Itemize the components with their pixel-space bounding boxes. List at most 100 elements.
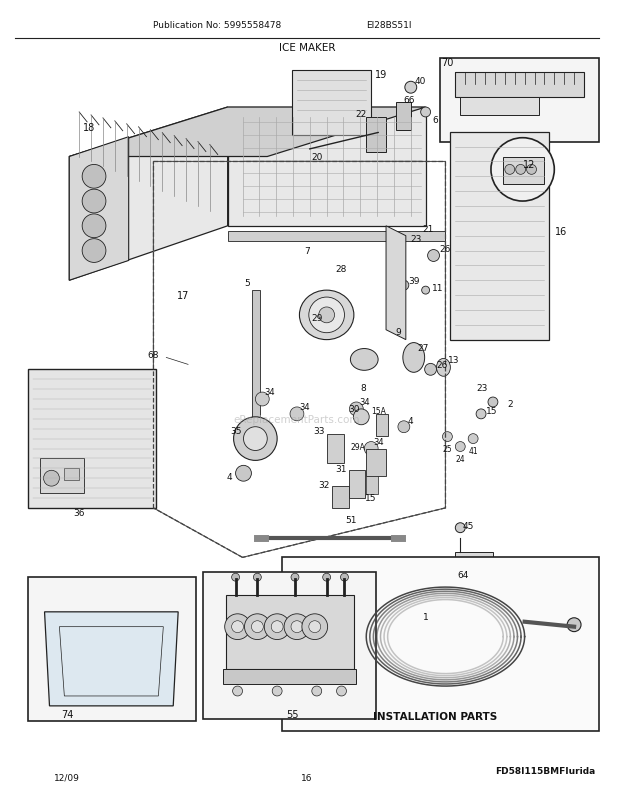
Circle shape xyxy=(505,165,515,175)
Circle shape xyxy=(421,108,430,118)
Text: 55: 55 xyxy=(286,709,298,719)
Text: 26: 26 xyxy=(440,245,451,253)
Circle shape xyxy=(234,417,277,461)
Text: 34: 34 xyxy=(264,387,275,396)
Text: 4: 4 xyxy=(408,417,414,426)
Text: 4: 4 xyxy=(227,472,232,481)
Circle shape xyxy=(255,393,269,407)
Circle shape xyxy=(82,239,106,263)
Circle shape xyxy=(322,573,330,581)
Text: 34: 34 xyxy=(359,398,370,407)
Circle shape xyxy=(491,139,554,202)
Circle shape xyxy=(516,165,526,175)
Bar xyxy=(396,103,411,131)
Text: 18: 18 xyxy=(83,123,95,132)
Text: 1: 1 xyxy=(423,613,428,622)
Text: 8: 8 xyxy=(360,383,366,392)
Circle shape xyxy=(443,432,453,442)
Circle shape xyxy=(319,308,335,323)
Circle shape xyxy=(264,614,290,640)
Circle shape xyxy=(302,614,327,640)
Bar xyxy=(226,595,355,670)
Circle shape xyxy=(312,687,322,696)
Text: 28: 28 xyxy=(336,265,347,273)
Bar xyxy=(282,557,599,731)
Circle shape xyxy=(405,82,417,94)
Text: 39: 39 xyxy=(408,277,420,286)
Circle shape xyxy=(353,409,369,425)
Circle shape xyxy=(455,523,465,533)
Text: 27: 27 xyxy=(417,343,428,353)
Bar xyxy=(350,471,365,498)
Circle shape xyxy=(567,618,581,632)
Circle shape xyxy=(398,421,410,433)
Circle shape xyxy=(425,364,436,376)
Text: 7: 7 xyxy=(304,247,310,256)
Bar xyxy=(28,370,156,508)
Text: 6: 6 xyxy=(433,116,438,125)
Circle shape xyxy=(244,614,270,640)
Text: 23: 23 xyxy=(410,235,422,244)
Bar xyxy=(440,59,599,143)
Bar xyxy=(455,73,584,98)
Text: INSTALLATION PARTS: INSTALLATION PARTS xyxy=(373,711,498,721)
Text: 34: 34 xyxy=(299,403,310,412)
Text: 22: 22 xyxy=(356,111,367,119)
Text: 64: 64 xyxy=(458,570,469,579)
Circle shape xyxy=(290,407,304,421)
Circle shape xyxy=(309,298,345,334)
Circle shape xyxy=(488,398,498,407)
Circle shape xyxy=(468,434,478,444)
Circle shape xyxy=(365,442,378,456)
Text: 68: 68 xyxy=(148,350,159,359)
Circle shape xyxy=(428,250,440,262)
Ellipse shape xyxy=(436,359,450,377)
Bar xyxy=(366,118,386,152)
Bar xyxy=(64,468,79,480)
Polygon shape xyxy=(45,612,178,706)
Text: 51: 51 xyxy=(345,516,357,525)
Bar xyxy=(366,476,378,494)
Text: 15: 15 xyxy=(365,494,377,503)
Circle shape xyxy=(236,466,252,481)
Bar xyxy=(376,415,388,436)
Text: 15A: 15A xyxy=(371,407,386,416)
Text: 36: 36 xyxy=(73,508,85,518)
Bar xyxy=(223,670,356,684)
Circle shape xyxy=(526,165,536,175)
Text: 20: 20 xyxy=(311,153,322,162)
Polygon shape xyxy=(69,108,426,157)
Polygon shape xyxy=(69,137,129,281)
Text: 16: 16 xyxy=(301,772,312,782)
Bar xyxy=(450,132,549,340)
Text: 17: 17 xyxy=(177,290,189,301)
Text: 11: 11 xyxy=(432,283,443,292)
Text: 35: 35 xyxy=(230,427,241,435)
Text: 31: 31 xyxy=(336,464,347,473)
Text: 2: 2 xyxy=(507,400,513,409)
Text: 66: 66 xyxy=(403,95,415,104)
Text: eReplacementParts.com: eReplacementParts.com xyxy=(234,415,360,424)
Circle shape xyxy=(224,614,250,640)
Text: Publication No: 5995558478: Publication No: 5995558478 xyxy=(153,22,281,30)
Ellipse shape xyxy=(350,349,378,371)
Circle shape xyxy=(232,687,242,696)
Circle shape xyxy=(82,190,106,213)
Bar xyxy=(332,487,350,508)
Text: 74: 74 xyxy=(61,709,74,719)
Bar xyxy=(503,157,544,185)
Circle shape xyxy=(232,621,244,633)
Bar xyxy=(203,573,376,719)
Text: 40: 40 xyxy=(415,77,427,86)
Bar xyxy=(28,577,196,721)
Bar xyxy=(292,71,371,136)
Circle shape xyxy=(399,281,409,291)
Text: 23: 23 xyxy=(476,383,488,392)
Bar xyxy=(366,449,386,476)
Circle shape xyxy=(309,621,321,633)
Text: 26: 26 xyxy=(436,360,448,370)
Text: EI28BS51I: EI28BS51I xyxy=(366,22,412,30)
Circle shape xyxy=(455,442,465,452)
Bar xyxy=(40,459,84,493)
Text: 13: 13 xyxy=(448,355,459,364)
